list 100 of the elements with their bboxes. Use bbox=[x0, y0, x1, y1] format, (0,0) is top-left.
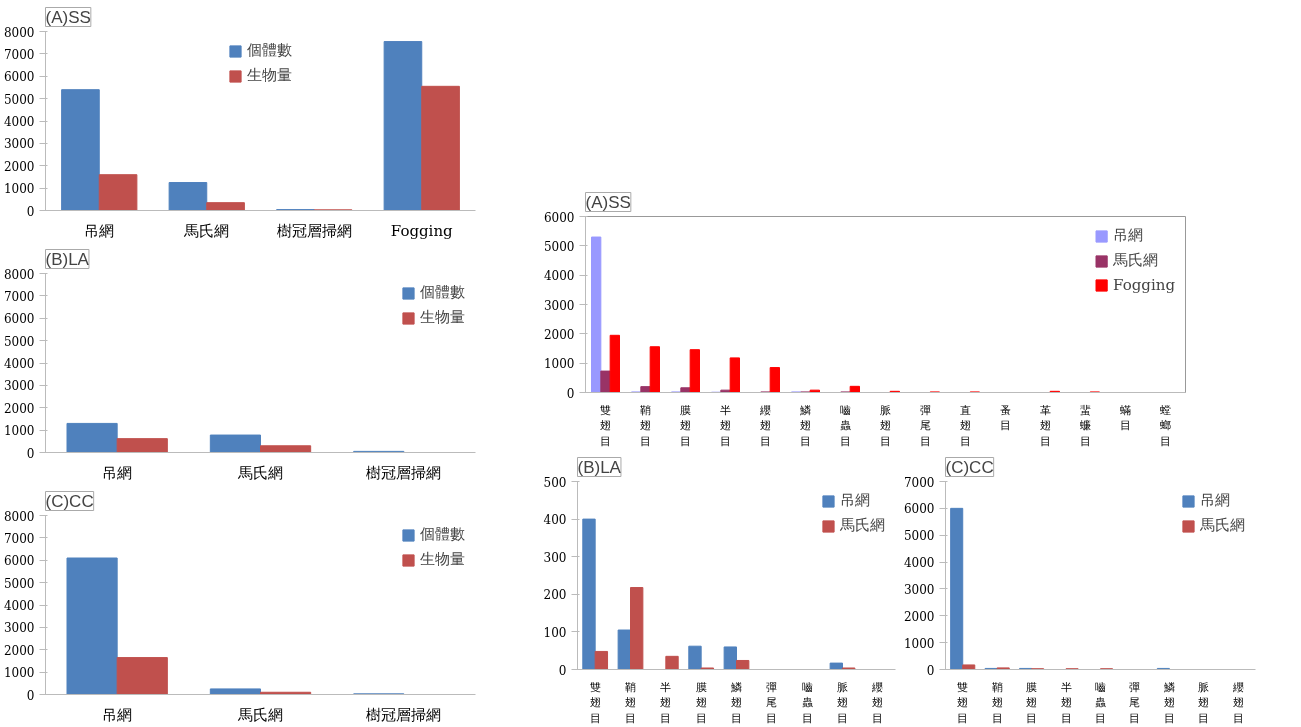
x-tick-label: 嚙蟲目 bbox=[840, 403, 851, 448]
y-tick-label: 4000 bbox=[3, 357, 35, 371]
x-tick-label: 樹冠層掃網 bbox=[276, 221, 352, 240]
y-tick-label: 3000 bbox=[3, 379, 35, 394]
y-tick-label: 3000 bbox=[3, 621, 35, 636]
y-tick-label: 3000 bbox=[543, 298, 575, 313]
y-tick-label: 5000 bbox=[3, 334, 35, 349]
y-tick-label: 4000 bbox=[3, 115, 35, 129]
x-tick-label: 螳螂目 bbox=[1160, 403, 1171, 448]
y-tick-label: 5000 bbox=[903, 529, 935, 544]
chart-title: (B)LA bbox=[45, 249, 90, 269]
x-tick-label: 雙翅目 bbox=[957, 680, 969, 725]
x-tick-label: 樹冠層掃網 bbox=[366, 463, 442, 482]
y-tick-label: 6000 bbox=[3, 70, 35, 85]
legend-label: 馬氏網 bbox=[840, 516, 885, 535]
y-tick-label: 6000 bbox=[903, 502, 935, 517]
y-tick-label: 0 bbox=[566, 386, 575, 401]
y-tick-label: 8000 bbox=[3, 267, 35, 282]
x-tick-label: 半翅目 bbox=[720, 403, 731, 448]
y-tick-label: 4000 bbox=[543, 269, 575, 284]
x-tick-label: 馬氏網 bbox=[237, 463, 283, 482]
legend-label: 馬氏網 bbox=[1200, 516, 1245, 535]
y-tick-label: 5000 bbox=[543, 239, 575, 254]
x-tick-label: 膜翅目 bbox=[695, 680, 707, 725]
y-tick-label: 200 bbox=[543, 588, 567, 603]
x-tick-label: 膜翅目 bbox=[680, 403, 691, 448]
x-tick-label: 鞘翅目 bbox=[991, 680, 1003, 725]
x-tick-label: 纓翅目 bbox=[759, 403, 771, 448]
x-tick-label: 蚤目 bbox=[1000, 403, 1011, 433]
x-tick-label: 嚙蟲目 bbox=[1095, 680, 1106, 725]
y-tick-label: 6000 bbox=[3, 312, 35, 327]
x-tick-label: 彈尾目 bbox=[1129, 680, 1141, 725]
y-tick-label: 1000 bbox=[3, 182, 35, 197]
y-tick-label: 0 bbox=[558, 663, 567, 678]
x-tick-label: 革翅目 bbox=[1040, 403, 1051, 448]
x-tick-label: 彈尾目 bbox=[766, 680, 778, 725]
x-tick-label: 雙翅目 bbox=[600, 403, 611, 448]
x-tick-label: 嚙蟲目 bbox=[801, 680, 813, 725]
legend-label: 吊網 bbox=[840, 491, 870, 510]
y-tick-label: 4000 bbox=[903, 556, 935, 571]
y-tick-label: 4000 bbox=[3, 599, 35, 613]
x-tick-label: 半翅目 bbox=[660, 680, 672, 725]
x-tick-label: 馬氏網 bbox=[183, 221, 230, 240]
legend-label: 生物量 bbox=[247, 66, 292, 85]
legend-label: 生物量 bbox=[420, 550, 465, 569]
y-tick-label: 0 bbox=[926, 663, 935, 678]
x-tick-label: 脈翅目 bbox=[1198, 680, 1210, 725]
x-tick-label: 吊網 bbox=[102, 705, 133, 724]
chart-title: (B)LA bbox=[577, 457, 622, 477]
y-tick-label: 2000 bbox=[903, 609, 935, 624]
x-tick-label: 脈翅目 bbox=[837, 680, 848, 725]
chart-title: (C)CC bbox=[945, 457, 994, 477]
y-tick-label: 0 bbox=[26, 204, 35, 219]
y-tick-label: 7000 bbox=[3, 289, 35, 304]
x-tick-label: 膜翅目 bbox=[1026, 680, 1038, 725]
x-tick-label: 脈翅目 bbox=[880, 403, 891, 448]
x-tick-label: 鱗翅目 bbox=[731, 680, 742, 725]
y-tick-label: 1000 bbox=[543, 357, 575, 372]
legend-label: 馬氏網 bbox=[1113, 251, 1159, 270]
y-tick-label: 300 bbox=[543, 550, 567, 565]
x-tick-label: 馬氏網 bbox=[237, 705, 283, 724]
x-tick-label: 纓翅目 bbox=[1231, 680, 1244, 725]
x-tick-label: 吊網 bbox=[102, 463, 133, 482]
y-tick-label: 1000 bbox=[3, 424, 35, 439]
y-tick-label: 2000 bbox=[3, 643, 35, 658]
y-tick-label: 8000 bbox=[3, 509, 35, 524]
x-tick-label: 鞘翅目 bbox=[625, 680, 636, 725]
x-tick-label: 鱗翅目 bbox=[800, 403, 811, 448]
chart-title: (A)SS bbox=[585, 192, 631, 212]
y-tick-label: 2000 bbox=[3, 401, 35, 416]
y-tick-label: 7000 bbox=[903, 475, 935, 490]
y-tick-label: 0 bbox=[26, 446, 35, 461]
legend-label: 生物量 bbox=[420, 308, 465, 327]
y-tick-label: 8000 bbox=[3, 25, 35, 40]
x-tick-label: 蜚蠊目 bbox=[1080, 403, 1091, 448]
x-tick-label: 蟎目 bbox=[1120, 403, 1131, 433]
y-tick-label: 2000 bbox=[3, 159, 35, 174]
legend-label: 個體數 bbox=[420, 283, 465, 302]
y-tick-label: 0 bbox=[26, 688, 35, 703]
y-tick-label: 7000 bbox=[3, 531, 35, 546]
chart-title: (A)SS bbox=[45, 7, 91, 27]
y-tick-label: 400 bbox=[543, 513, 567, 528]
x-tick-label: 雙翅目 bbox=[589, 680, 601, 725]
legend-label: Fogging bbox=[1113, 276, 1175, 294]
y-tick-label: 5000 bbox=[3, 92, 35, 107]
y-tick-label: 3000 bbox=[903, 582, 935, 597]
y-tick-label: 1000 bbox=[3, 666, 35, 681]
y-tick-label: 6000 bbox=[543, 210, 575, 225]
x-tick-label: 樹冠層掃網 bbox=[366, 705, 442, 724]
y-tick-label: 2000 bbox=[543, 327, 575, 342]
x-tick-label: 吊網 bbox=[84, 221, 115, 240]
x-tick-label: 半翅目 bbox=[1060, 680, 1072, 725]
y-tick-label: 5000 bbox=[3, 576, 35, 591]
x-tick-label: Fogging bbox=[390, 221, 454, 240]
legend-label: 個體數 bbox=[247, 41, 292, 60]
y-tick-label: 1000 bbox=[903, 636, 935, 651]
y-tick-label: 100 bbox=[543, 625, 567, 640]
chart-title: (C)CC bbox=[45, 491, 94, 511]
x-tick-label: 鱗翅目 bbox=[1163, 680, 1175, 725]
x-tick-label: 直翅目 bbox=[960, 403, 971, 448]
